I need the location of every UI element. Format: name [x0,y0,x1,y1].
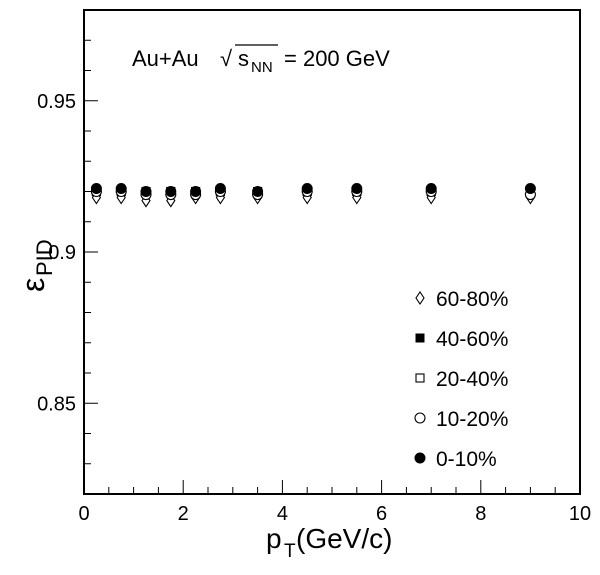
data-point [115,182,127,194]
y-axis-title-subscript: PID [32,239,57,276]
s-subscript: NN [251,59,273,76]
x-axis-title-main: p [266,523,282,554]
data-point [425,182,437,194]
y-tick-label: 0.95 [37,91,76,113]
data-point [252,186,264,197]
collision-system-label: Au+Au [132,46,199,71]
legend-marker [415,291,425,305]
y-axis-title: ε PID [15,239,57,292]
sqrt-symbol: √ [220,46,233,71]
axis-ticks-group [83,9,581,495]
x-axis-title-subscript: T [284,541,296,562]
legend-marker [414,412,426,424]
x-tick-label: 8 [475,503,486,525]
x-tick-label: 2 [178,503,189,525]
data-point [190,186,202,197]
data-points-group [90,182,536,208]
legend-label: 40-60% [436,328,508,351]
legend: 60-80% 40-60% 20-40% 10-20% 0-10% [414,288,508,471]
data-point [214,182,226,194]
energy-label: = 200 GeV [284,46,390,71]
data-point [140,186,152,197]
x-tick-label: 0 [78,503,89,525]
data-point [351,182,363,194]
legend-label: 10-20% [436,408,508,431]
sqrt-s-nn-label: √ s NN = 200 GeV [220,44,390,76]
x-tick-label: 4 [277,503,288,525]
legend-label: 60-80% [436,288,508,311]
data-point [165,186,177,197]
legend-label: 20-40% [436,368,508,391]
data-point [90,182,102,194]
data-point [524,182,536,194]
y-tick-label: 0.9 [48,242,76,264]
y-tick-label: 0.85 [37,393,76,415]
s-label: s [238,46,249,71]
x-axis-title-unit: (GeV/c) [296,523,392,554]
legend-marker [415,333,425,343]
legend-marker [414,452,426,464]
x-tick-label: 6 [376,503,387,525]
x-axis-title: p T (GeV/c) [266,523,392,562]
x-tick-label: 10 [569,503,591,525]
legend-label: 0-10% [436,448,497,471]
tick-labels-group: 0 2 4 6 8 10 0.85 0.9 0.95 [37,91,591,525]
legend-marker [415,373,425,383]
y-axis-title-main: ε [15,278,51,292]
series-0-10pct [90,182,536,197]
data-point [301,182,313,194]
